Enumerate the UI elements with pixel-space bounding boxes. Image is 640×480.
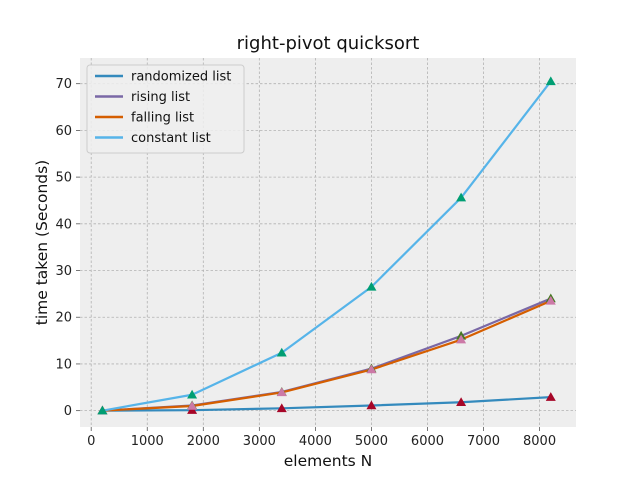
data-point-randomized-list: [276, 403, 287, 413]
data-point-falling-list: [187, 400, 198, 410]
x-axis-label: elements N: [284, 452, 373, 470]
data-point-constant-list: [276, 347, 287, 357]
series-line-falling-list: [102, 299, 552, 412]
data-point-falling-list: [456, 334, 467, 344]
legend: randomized list rising list falling list co…: [86, 64, 245, 154]
data-point-falling-list: [366, 364, 377, 374]
ticks: 0 1000 2000 3000 4000 5000 6000 7000 8000 0 10 20 30…: [55, 77, 556, 449]
legend-label-falling-list: falling list: [131, 111, 194, 126]
legend-box: [86, 64, 245, 154]
y-tick-label: 10: [55, 357, 72, 372]
x-tick-label: 0: [87, 434, 95, 449]
data-point-constant-list: [97, 405, 108, 415]
legend-label-constant-list: constant list: [131, 131, 211, 146]
x-tick-label: 4000: [299, 434, 332, 449]
y-tick-label: 50: [55, 171, 72, 186]
series-markers: [97, 76, 556, 415]
y-axis-label: time taken (Seconds): [33, 160, 51, 325]
x-tick-label: 8000: [523, 434, 556, 449]
x-tick-label: 3000: [243, 434, 276, 449]
data-point-randomized-list: [366, 400, 377, 410]
x-tick-label: 2000: [187, 434, 220, 449]
x-tick-label: 7000: [467, 434, 500, 449]
data-point-randomized-list: [456, 397, 467, 406]
x-tick-label: 1000: [131, 434, 164, 449]
data-point-constant-list: [456, 192, 467, 202]
data-point-falling-list: [545, 295, 556, 305]
data-point-falling-list: [276, 387, 287, 397]
y-tick-label: 60: [55, 124, 72, 139]
data-point-randomized-list: [545, 392, 556, 401]
y-tick-label: 20: [55, 311, 72, 326]
x-tick-label: 5000: [355, 434, 388, 449]
chart-title: right-pivot quicksort: [237, 33, 420, 54]
y-tick-label: 30: [55, 264, 72, 279]
x-tick-label: 6000: [411, 434, 444, 449]
series-line-randomized-list: [102, 396, 551, 412]
legend-label-randomized-list: randomized list: [131, 70, 231, 85]
y-tick-label: 0: [64, 404, 72, 419]
y-tick-label: 40: [55, 217, 72, 232]
data-point-constant-list: [545, 76, 556, 86]
data-point-constant-list: [366, 281, 377, 291]
series-lines: [102, 80, 552, 412]
series-line-constant-list: [102, 80, 552, 412]
data-point-constant-list: [187, 389, 198, 399]
y-tick-label: 70: [55, 77, 72, 92]
legend-label-rising-list: rising list: [131, 90, 190, 105]
